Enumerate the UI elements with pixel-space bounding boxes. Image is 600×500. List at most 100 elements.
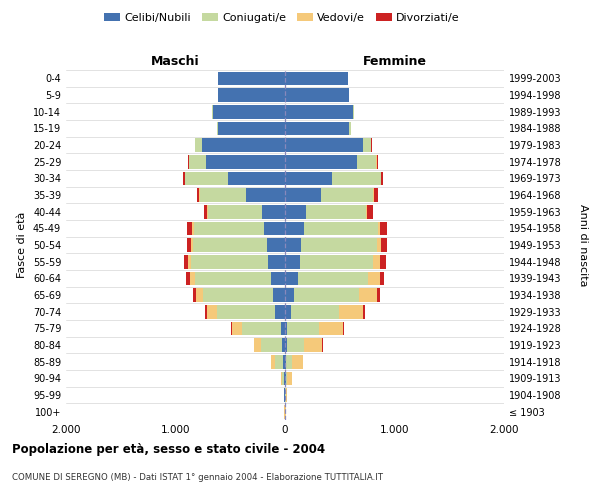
Bar [381, 238, 387, 252]
Bar [273, 288, 285, 302]
Bar [195, 138, 202, 152]
Bar [213, 105, 285, 118]
Bar [304, 338, 322, 352]
Text: Femmine: Femmine [362, 54, 427, 68]
Text: Maschi: Maschi [151, 54, 200, 68]
Bar [197, 188, 199, 202]
Bar [287, 338, 304, 352]
Bar [292, 355, 302, 368]
Bar [189, 155, 206, 168]
Bar [228, 172, 285, 185]
Bar [193, 238, 268, 252]
Bar [184, 255, 188, 268]
Bar [208, 205, 262, 218]
Bar [307, 205, 366, 218]
Bar [285, 338, 287, 352]
Bar [187, 222, 192, 235]
Bar [368, 272, 380, 285]
Bar [357, 155, 376, 168]
Bar [285, 105, 353, 118]
Bar [380, 255, 386, 268]
Bar [285, 155, 357, 168]
Bar [378, 222, 380, 235]
Bar [291, 305, 339, 318]
Bar [190, 272, 195, 285]
Bar [373, 255, 380, 268]
Bar [271, 272, 285, 285]
Bar [380, 272, 385, 285]
Bar [218, 122, 285, 135]
Bar [232, 322, 242, 335]
Bar [186, 272, 190, 285]
Bar [363, 138, 371, 152]
Text: Popolazione per età, sesso e stato civile - 2004: Popolazione per età, sesso e stato civil… [12, 442, 325, 456]
Bar [184, 172, 185, 185]
Bar [193, 288, 196, 302]
Bar [285, 255, 300, 268]
Bar [281, 372, 282, 385]
Bar [192, 222, 194, 235]
Bar [206, 155, 285, 168]
Bar [285, 288, 295, 302]
Bar [298, 272, 368, 285]
Bar [191, 255, 268, 268]
Bar [374, 188, 378, 202]
Bar [207, 205, 208, 218]
Bar [242, 322, 281, 335]
Bar [382, 172, 383, 185]
Bar [377, 155, 378, 168]
Y-axis label: Fasce di età: Fasce di età [17, 212, 27, 278]
Bar [285, 222, 304, 235]
Bar [282, 372, 284, 385]
Bar [231, 322, 232, 335]
Bar [204, 205, 207, 218]
Bar [262, 205, 285, 218]
Bar [285, 305, 291, 318]
Bar [285, 272, 298, 285]
Bar [205, 305, 207, 318]
Bar [339, 305, 363, 318]
Bar [349, 122, 351, 135]
Bar [218, 88, 285, 102]
Bar [284, 372, 285, 385]
Bar [367, 205, 373, 218]
Bar [187, 238, 191, 252]
Bar [321, 188, 373, 202]
Bar [262, 338, 282, 352]
Bar [281, 322, 285, 335]
Bar [217, 305, 275, 318]
Text: COMUNE DI SEREGNO (MB) - Dati ISTAT 1° gennaio 2004 - Elaborazione TUTTITALIA.IT: COMUNE DI SEREGNO (MB) - Dati ISTAT 1° g… [12, 472, 383, 482]
Bar [191, 238, 193, 252]
Bar [377, 288, 380, 302]
Bar [202, 138, 285, 152]
Bar [295, 288, 359, 302]
Bar [363, 305, 365, 318]
Bar [285, 122, 349, 135]
Bar [285, 205, 307, 218]
Bar [188, 255, 191, 268]
Bar [332, 172, 381, 185]
Bar [271, 355, 275, 368]
Bar [285, 355, 286, 368]
Bar [285, 188, 321, 202]
Bar [285, 238, 301, 252]
Bar [304, 222, 378, 235]
Bar [286, 372, 287, 385]
Bar [366, 205, 367, 218]
Bar [285, 72, 348, 85]
Bar [268, 255, 285, 268]
Bar [301, 238, 377, 252]
Bar [194, 222, 263, 235]
Bar [185, 172, 228, 185]
Bar [380, 222, 387, 235]
Bar [285, 172, 332, 185]
Bar [275, 305, 285, 318]
Bar [203, 288, 273, 302]
Y-axis label: Anni di nascita: Anni di nascita [578, 204, 588, 286]
Bar [196, 288, 203, 302]
Bar [343, 322, 344, 335]
Bar [319, 322, 343, 335]
Bar [195, 272, 271, 285]
Bar [282, 338, 285, 352]
Bar [359, 288, 377, 302]
